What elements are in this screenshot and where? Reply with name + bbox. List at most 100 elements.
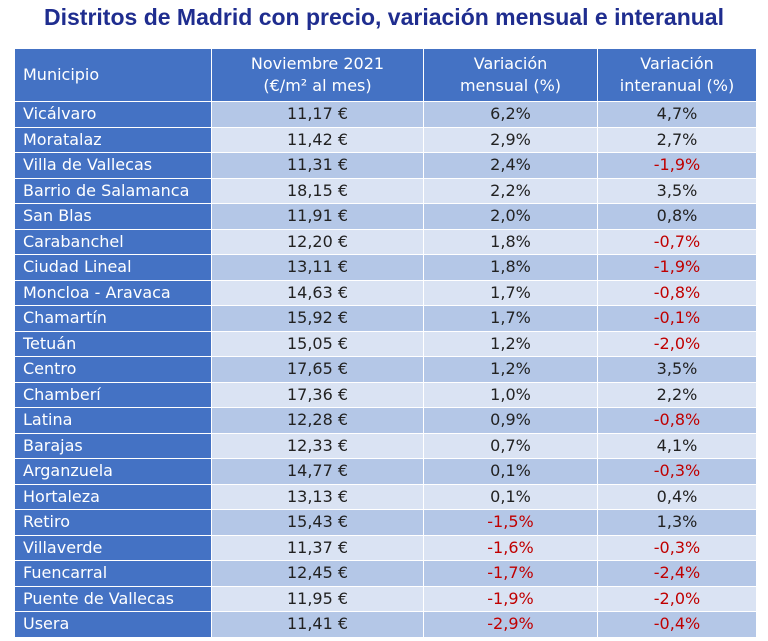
price-cell: 11,91 € (211, 203, 424, 230)
district-name-cell: Arganzuela (14, 458, 212, 485)
districts-table: Municipio Noviembre 2021 (€/m² al mes) V… (14, 48, 757, 638)
price-cell: 14,77 € (211, 458, 424, 485)
district-name-cell: Barrio de Salamanca (14, 177, 212, 204)
monthly-variation-cell: 1,7% (423, 279, 598, 306)
monthly-variation-cell: 0,9% (423, 407, 598, 434)
district-name-cell: Puente de Vallecas (14, 585, 212, 612)
district-name-cell: Hortaleza (14, 483, 212, 510)
price-cell: 11,41 € (211, 611, 424, 638)
yearly-variation-cell: 4,1% (597, 432, 757, 459)
monthly-variation-cell: 1,0% (423, 381, 598, 408)
yearly-variation-cell: -2,4% (597, 560, 757, 587)
yearly-variation-cell: -0,1% (597, 305, 757, 332)
yearly-variation-cell: -0,3% (597, 458, 757, 485)
page-title: Distritos de Madrid con precio, variació… (44, 4, 724, 30)
table-row: Hortaleza 13,13 €0,1% 0,4% (14, 483, 757, 510)
yearly-variation-cell: -0,8% (597, 279, 757, 306)
price-cell: 12,28 € (211, 407, 424, 434)
header-monthly: Variación mensual (%) (423, 48, 598, 102)
district-name-cell: San Blas (14, 203, 212, 230)
table-row: Villa de Vallecas 11,31 €2,4% -1,9% (14, 152, 757, 179)
price-cell: 11,31 € (211, 152, 424, 179)
price-cell: 17,36 € (211, 381, 424, 408)
monthly-variation-cell: 2,2% (423, 177, 598, 204)
district-name-cell: Moratalaz (14, 126, 212, 153)
price-cell: 13,11 € (211, 254, 424, 281)
yearly-variation-cell: -0,8% (597, 407, 757, 434)
district-name-cell: Ciudad Lineal (14, 254, 212, 281)
price-cell: 12,45 € (211, 560, 424, 587)
yearly-variation-cell: -0,3% (597, 534, 757, 561)
monthly-variation-cell: 0,1% (423, 483, 598, 510)
header-municipio: Municipio (14, 48, 212, 102)
monthly-variation-cell: 0,7% (423, 432, 598, 459)
district-name-cell: Fuencarral (14, 560, 212, 587)
district-name-cell: Retiro (14, 509, 212, 536)
price-cell: 17,65 € (211, 356, 424, 383)
header-yearly-line2: interanual (%) (619, 76, 735, 95)
table-row: Tetuán 15,05 €1,2% -2,0% (14, 330, 757, 357)
table-row: Latina 12,28 €0,9% -0,8% (14, 407, 757, 434)
price-cell: 13,13 € (211, 483, 424, 510)
table-row: Chamartín 15,92 €1,7% -0,1% (14, 305, 757, 332)
yearly-variation-cell: -1,9% (597, 254, 757, 281)
monthly-variation-cell: 1,7% (423, 305, 598, 332)
table-row: Carabanchel 12,20 €1,8% -0,7% (14, 228, 757, 255)
table-row: Puente de Vallecas 11,95 € -1,9% -2,0% (14, 585, 757, 612)
price-cell: 12,33 € (211, 432, 424, 459)
district-name-cell: Usera (14, 611, 212, 638)
yearly-variation-cell: 0,4% (597, 483, 757, 510)
table-row: Ciudad Lineal 13,11 €1,8% -1,9% (14, 254, 757, 281)
table-header-row: Municipio Noviembre 2021 (€/m² al mes) V… (14, 48, 757, 102)
table-row: Centro 17,65 €1,2% 3,5% (14, 356, 757, 383)
yearly-variation-cell: -2,0% (597, 585, 757, 612)
table-row: Retiro 15,43 € -1,5% 1,3% (14, 509, 757, 536)
table-body: Vicálvaro 11,17 €6,2% 4,7% Moratalaz 11,42 €… (14, 101, 757, 638)
district-name-cell: Villa de Vallecas (14, 152, 212, 179)
district-name-cell: Carabanchel (14, 228, 212, 255)
yearly-variation-cell: 3,5% (597, 356, 757, 383)
monthly-variation-cell: 1,2% (423, 356, 598, 383)
yearly-variation-cell: 4,7% (597, 101, 757, 128)
table-row: Fuencarral 12,45 € -1,7% -2,4% (14, 560, 757, 587)
district-name-cell: Barajas (14, 432, 212, 459)
monthly-variation-cell: 6,2% (423, 101, 598, 128)
price-cell: 11,95 € (211, 585, 424, 612)
monthly-variation-cell: -1,6% (423, 534, 598, 561)
monthly-variation-cell: 2,4% (423, 152, 598, 179)
header-price: Noviembre 2021 (€/m² al mes) (211, 48, 424, 102)
table-row: Moratalaz 11,42 €2,9% 2,7% (14, 126, 757, 153)
yearly-variation-cell: -1,9% (597, 152, 757, 179)
yearly-variation-cell: 0,8% (597, 203, 757, 230)
table-row: Arganzuela 14,77 €0,1% -0,3% (14, 458, 757, 485)
price-cell: 14,63 € (211, 279, 424, 306)
district-name-cell: Chamberí (14, 381, 212, 408)
monthly-variation-cell: -2,9% (423, 611, 598, 638)
monthly-variation-cell: -1,9% (423, 585, 598, 612)
table-row: Vicálvaro 11,17 €6,2% 4,7% (14, 101, 757, 128)
price-cell: 18,15 € (211, 177, 424, 204)
district-name-cell: Villaverde (14, 534, 212, 561)
yearly-variation-cell: -2,0% (597, 330, 757, 357)
district-name-cell: Moncloa - Aravaca (14, 279, 212, 306)
yearly-variation-cell: -0,7% (597, 228, 757, 255)
monthly-variation-cell: 1,8% (423, 228, 598, 255)
header-monthly-line1: Variación (473, 54, 548, 73)
monthly-variation-cell: 2,9% (423, 126, 598, 153)
price-cell: 15,05 € (211, 330, 424, 357)
header-yearly-line1: Variación (640, 54, 714, 73)
table-row: Barrio de Salamanca 18,15 €2,2% 3,5% (14, 177, 757, 204)
table-row: Villaverde 11,37 € -1,6% -0,3% (14, 534, 757, 561)
price-cell: 15,43 € (211, 509, 424, 536)
price-cell: 11,37 € (211, 534, 424, 561)
monthly-variation-cell: 1,8% (423, 254, 598, 281)
district-name-cell: Chamartín (14, 305, 212, 332)
yearly-variation-cell: 3,5% (597, 177, 757, 204)
monthly-variation-cell: 1,2% (423, 330, 598, 357)
district-name-cell: Latina (14, 407, 212, 434)
district-name-cell: Vicálvaro (14, 101, 212, 128)
table-row: Moncloa - Aravaca 14,63 €1,7% -0,8% (14, 279, 757, 306)
price-cell: 11,42 € (211, 126, 424, 153)
yearly-variation-cell: -0,4% (597, 611, 757, 638)
monthly-variation-cell: 0,1% (423, 458, 598, 485)
